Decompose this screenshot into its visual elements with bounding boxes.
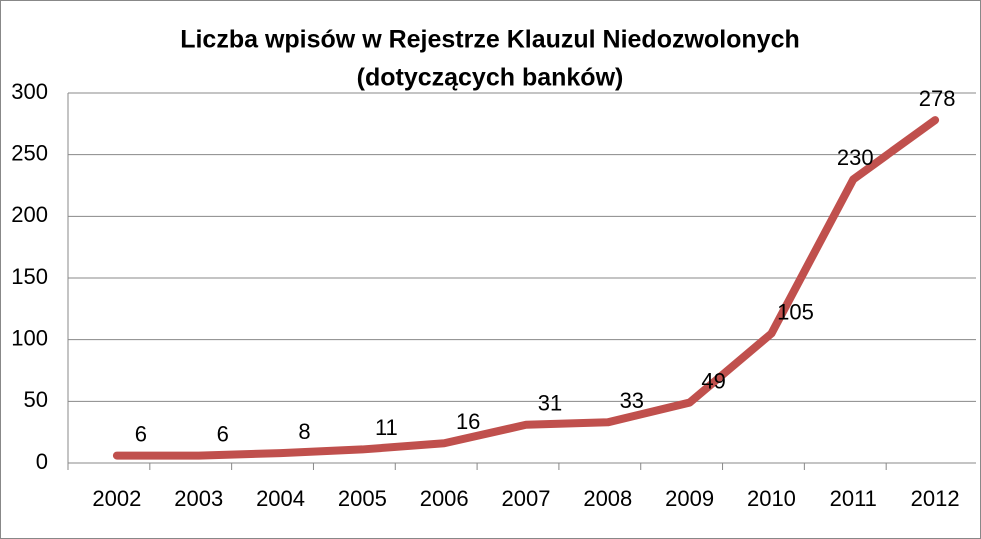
data-label: 6 (217, 421, 229, 446)
x-tick-label: 2012 (911, 486, 960, 511)
x-tick-label: 2005 (338, 486, 387, 511)
x-tick-label: 2006 (420, 486, 469, 511)
data-label: 8 (298, 419, 310, 444)
data-line (112, 116, 940, 460)
data-label: 31 (538, 391, 562, 416)
y-tick-label: 150 (11, 264, 48, 289)
x-tick-label: 2008 (583, 486, 632, 511)
data-label: 49 (701, 368, 725, 393)
data-label: 105 (777, 299, 814, 324)
chart-title: Liczba wpisów w Rejestrze Klauzul Niedoz… (180, 26, 800, 54)
y-tick-label: 300 (11, 79, 48, 104)
chart-title: (dotyczących banków) (357, 64, 624, 92)
data-label: 6 (135, 421, 147, 446)
x-tick-label: 2011 (830, 486, 877, 511)
data-label: 16 (456, 409, 480, 434)
data-label: 278 (919, 86, 956, 111)
x-tick-label: 2004 (256, 486, 305, 511)
x-tick-label: 2009 (665, 486, 714, 511)
data-label: 230 (837, 145, 874, 170)
x-tick-label: 2007 (502, 486, 551, 511)
x-tick-label: 2010 (747, 486, 796, 511)
y-tick-label: 50 (24, 387, 48, 412)
y-tick-label: 100 (11, 325, 48, 350)
y-tick-label: 250 (11, 140, 48, 165)
y-tick-label: 0 (36, 449, 48, 474)
data-label: 11 (375, 415, 398, 440)
x-tick-label: 2003 (174, 486, 223, 511)
x-tick-label: 2002 (92, 486, 141, 511)
data-label: 33 (620, 388, 644, 413)
y-tick-label: 200 (11, 202, 48, 227)
